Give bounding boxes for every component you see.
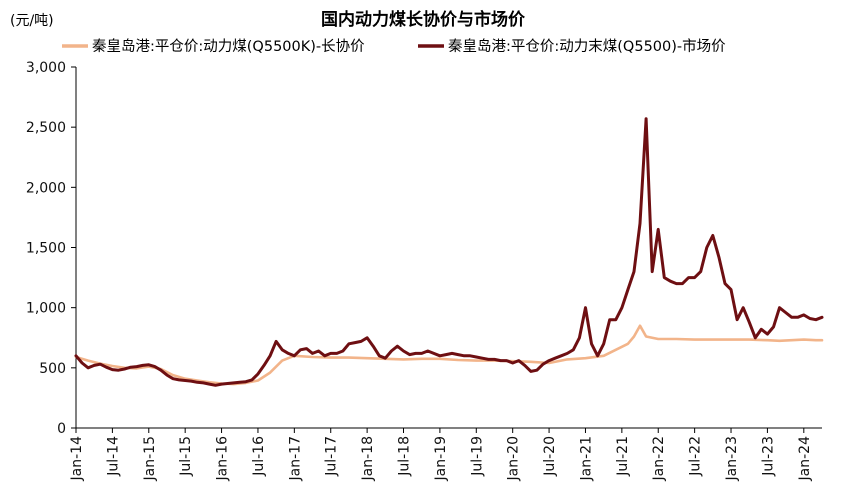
y-unit-label: (元/吨) [10,13,54,29]
legend-label-long-term-price: 秦皇岛港:平仓价:动力煤(Q5500K)-长协价 [92,38,365,55]
x-tick-label: Jan-19 [433,436,449,481]
x-tick-label: Jul-14 [105,436,121,477]
series-layer [74,117,824,387]
series-line-market-price [74,117,824,387]
legend-label-market-price: 秦皇岛港:平仓价:动力末煤(Q5500)-市场价 [448,38,726,55]
y-tick-label: 1,500 [26,241,66,257]
x-tick-label: Jul-17 [324,436,340,477]
x-tick-label: Jan-15 [142,436,158,481]
y-tick-label: 3,000 [26,60,66,76]
series-line-long-term-price [74,324,824,386]
x-tick-label: Jul-18 [397,436,413,477]
x-tick-label: Jul-16 [251,436,267,477]
x-tick-label: Jul-19 [469,436,485,477]
y-tick-label: 500 [39,361,66,377]
chart-title: 国内动力煤长协价与市场价 [321,9,526,30]
x-tick-label: Jul-22 [688,436,704,477]
x-tick-label: Jul-15 [178,436,194,477]
x-tick-label: Jan-14 [69,436,85,482]
x-tick-label: Jul-20 [542,436,558,477]
legend: 秦皇岛港:平仓价:动力煤(Q5500K)-长协价 秦皇岛港:平仓价:动力末煤(Q… [62,38,726,55]
x-tick-label: Jan-18 [360,436,376,481]
y-tick-label: 1,000 [26,301,66,317]
x-tick-label: Jan-21 [578,436,594,481]
x-tick-label: Jul-21 [615,436,631,477]
x-tick-label: Jan-17 [287,436,303,481]
x-tick-label: Jan-22 [651,436,667,481]
x-tick-label: Jul-23 [760,436,776,477]
x-tick-label: Jan-20 [506,436,522,481]
axes: 0 500 1,000 1,500 2,000 2,500 3,000 Jan-14 Jul-1… [26,60,822,481]
x-tick-label: Jan-16 [215,436,231,482]
x-tick-label: Jan-23 [724,436,740,481]
x-tick-label: Jan-24 [797,436,813,482]
y-tick-label: 0 [57,421,66,437]
y-tick-label: 2,000 [26,180,66,196]
y-tick-label: 2,500 [26,120,66,136]
